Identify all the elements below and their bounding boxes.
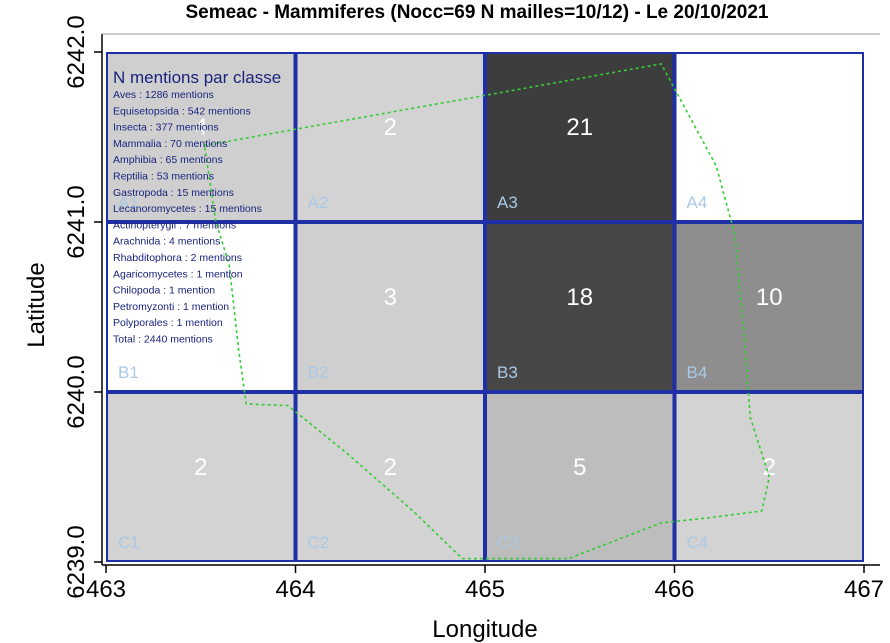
cell-count-label: 4 (194, 114, 207, 141)
cell-rect (106, 392, 296, 562)
legend-entry: Arachnida : 4 mentions (113, 236, 220, 248)
legend-title: N mentions par classe (113, 68, 281, 87)
cell-id-label: A3 (497, 193, 518, 212)
y-tick-label: 6240.0 (63, 355, 90, 428)
cell-rect (674, 392, 864, 562)
legend-entry: Lecanoromycetes : 15 mentions (113, 203, 262, 215)
legend-entry: Gastropoda : 15 mentions (113, 187, 234, 199)
cell-count-label: 10 (756, 284, 783, 311)
cell-rect (674, 222, 864, 392)
legend-entry: Petromyzonti : 1 mention (113, 301, 229, 313)
cell-count-label: 21 (566, 114, 593, 141)
cell-rect (485, 52, 675, 222)
grid-cell-c3: 5 C3 (485, 392, 675, 562)
axis-ticks: 463 464 465 466 467 6239.0 6240.0 6241.0 6242.0 (63, 15, 884, 603)
x-tick-label: 463 (86, 576, 126, 603)
cell-id-label: B1 (118, 363, 139, 382)
cell-id-label: C3 (497, 533, 519, 552)
cell-rect (295, 222, 485, 392)
x-tick-label: 464 (275, 576, 315, 603)
x-tick-label: 466 (654, 576, 694, 603)
grid-cell-a1: 4 A1 (106, 52, 296, 222)
legend-entry: Amphibia : 65 mentions (113, 154, 223, 166)
legend-entry: Aves : 1286 mentions (113, 89, 214, 101)
cell-rect (295, 52, 485, 222)
cell-rect (485, 222, 675, 392)
grid-cell-b4: 10 B4 (674, 222, 864, 392)
cell-rect (485, 392, 675, 562)
cell-count-label: 2 (384, 454, 397, 481)
cell-id-label: C4 (687, 533, 709, 552)
legend-entry: Total : 2440 mentions (113, 334, 213, 346)
cell-rect (106, 222, 296, 392)
grid-cell-b1: B1 (106, 222, 296, 392)
grid-cell-c2: 2 C2 (295, 392, 485, 562)
y-tick-label: 6239.0 (63, 525, 90, 598)
legend-entry: Insecta : 377 mentions (113, 122, 219, 134)
cell-count-label: 3 (384, 284, 397, 311)
cell-id-label: B2 (308, 363, 329, 382)
cell-id-label: C1 (118, 533, 140, 552)
cell-rect (674, 52, 864, 222)
grid-cell-a3: 21 A3 (485, 52, 675, 222)
axes (101, 33, 880, 566)
grid-cells: 4 A1 2 A2 21 A3 A4 B1 3 B2 18 B3 10 B4 2 C1 2 C2 5 C3 2 C4 (106, 52, 864, 562)
cell-rect (106, 52, 296, 222)
legend-entry: Equisetopsida : 542 mentions (113, 105, 251, 117)
legend-entry: Reptilia : 53 mentions (113, 171, 214, 183)
x-axis-label: Longitude (432, 616, 537, 643)
grid-cell-c1: 2 C1 (106, 392, 296, 562)
grid-cell-b3: 18 B3 (485, 222, 675, 392)
cell-count-label: 2 (763, 454, 776, 481)
cell-id-label: C2 (308, 533, 330, 552)
x-tick-label: 467 (844, 576, 884, 603)
legend-entry: Actinopterygii : 7 mentions (113, 219, 236, 231)
cell-count-label: 2 (194, 454, 207, 481)
x-tick-label: 465 (465, 576, 505, 603)
legend-entry: Polyporales : 1 mention (113, 317, 223, 329)
cell-id-label: B3 (497, 363, 518, 382)
commune-boundary-layer (203, 63, 771, 560)
chart-title: Semeac - Mammiferes (Nocc=69 N mailles=1… (185, 2, 768, 23)
cell-id-label: B4 (687, 363, 708, 382)
cell-count-label: 5 (573, 454, 586, 481)
cell-id-label: A4 (687, 193, 708, 212)
y-axis-label: Latitude (23, 262, 50, 347)
cell-id-label: A2 (308, 193, 329, 212)
grid-cell-a2: 2 A2 (295, 52, 485, 222)
y-tick-label: 6242.0 (63, 15, 90, 88)
grid-cell-b2: 3 B2 (295, 222, 485, 392)
grid-cell-a4: A4 (674, 52, 864, 222)
cell-rect (295, 392, 485, 562)
legend-entry: Chilopoda : 1 mention (113, 285, 215, 297)
commune-boundary-line (203, 63, 771, 560)
legend-entry: Rhabditophora : 2 mentions (113, 252, 242, 264)
legend: N mentions par classe Aves : 1286 mention… (113, 68, 281, 346)
legend-entry: Mammalia : 70 mentions (113, 138, 227, 150)
y-tick-label: 6241.0 (63, 185, 90, 258)
cell-count-label: 2 (384, 114, 397, 141)
legend-entry: Agaricomycetes : 1 mention (113, 268, 243, 280)
cell-count-label: 18 (566, 284, 593, 311)
grid-cell-c4: 2 C4 (674, 392, 864, 562)
cell-id-label: A1 (118, 193, 139, 212)
